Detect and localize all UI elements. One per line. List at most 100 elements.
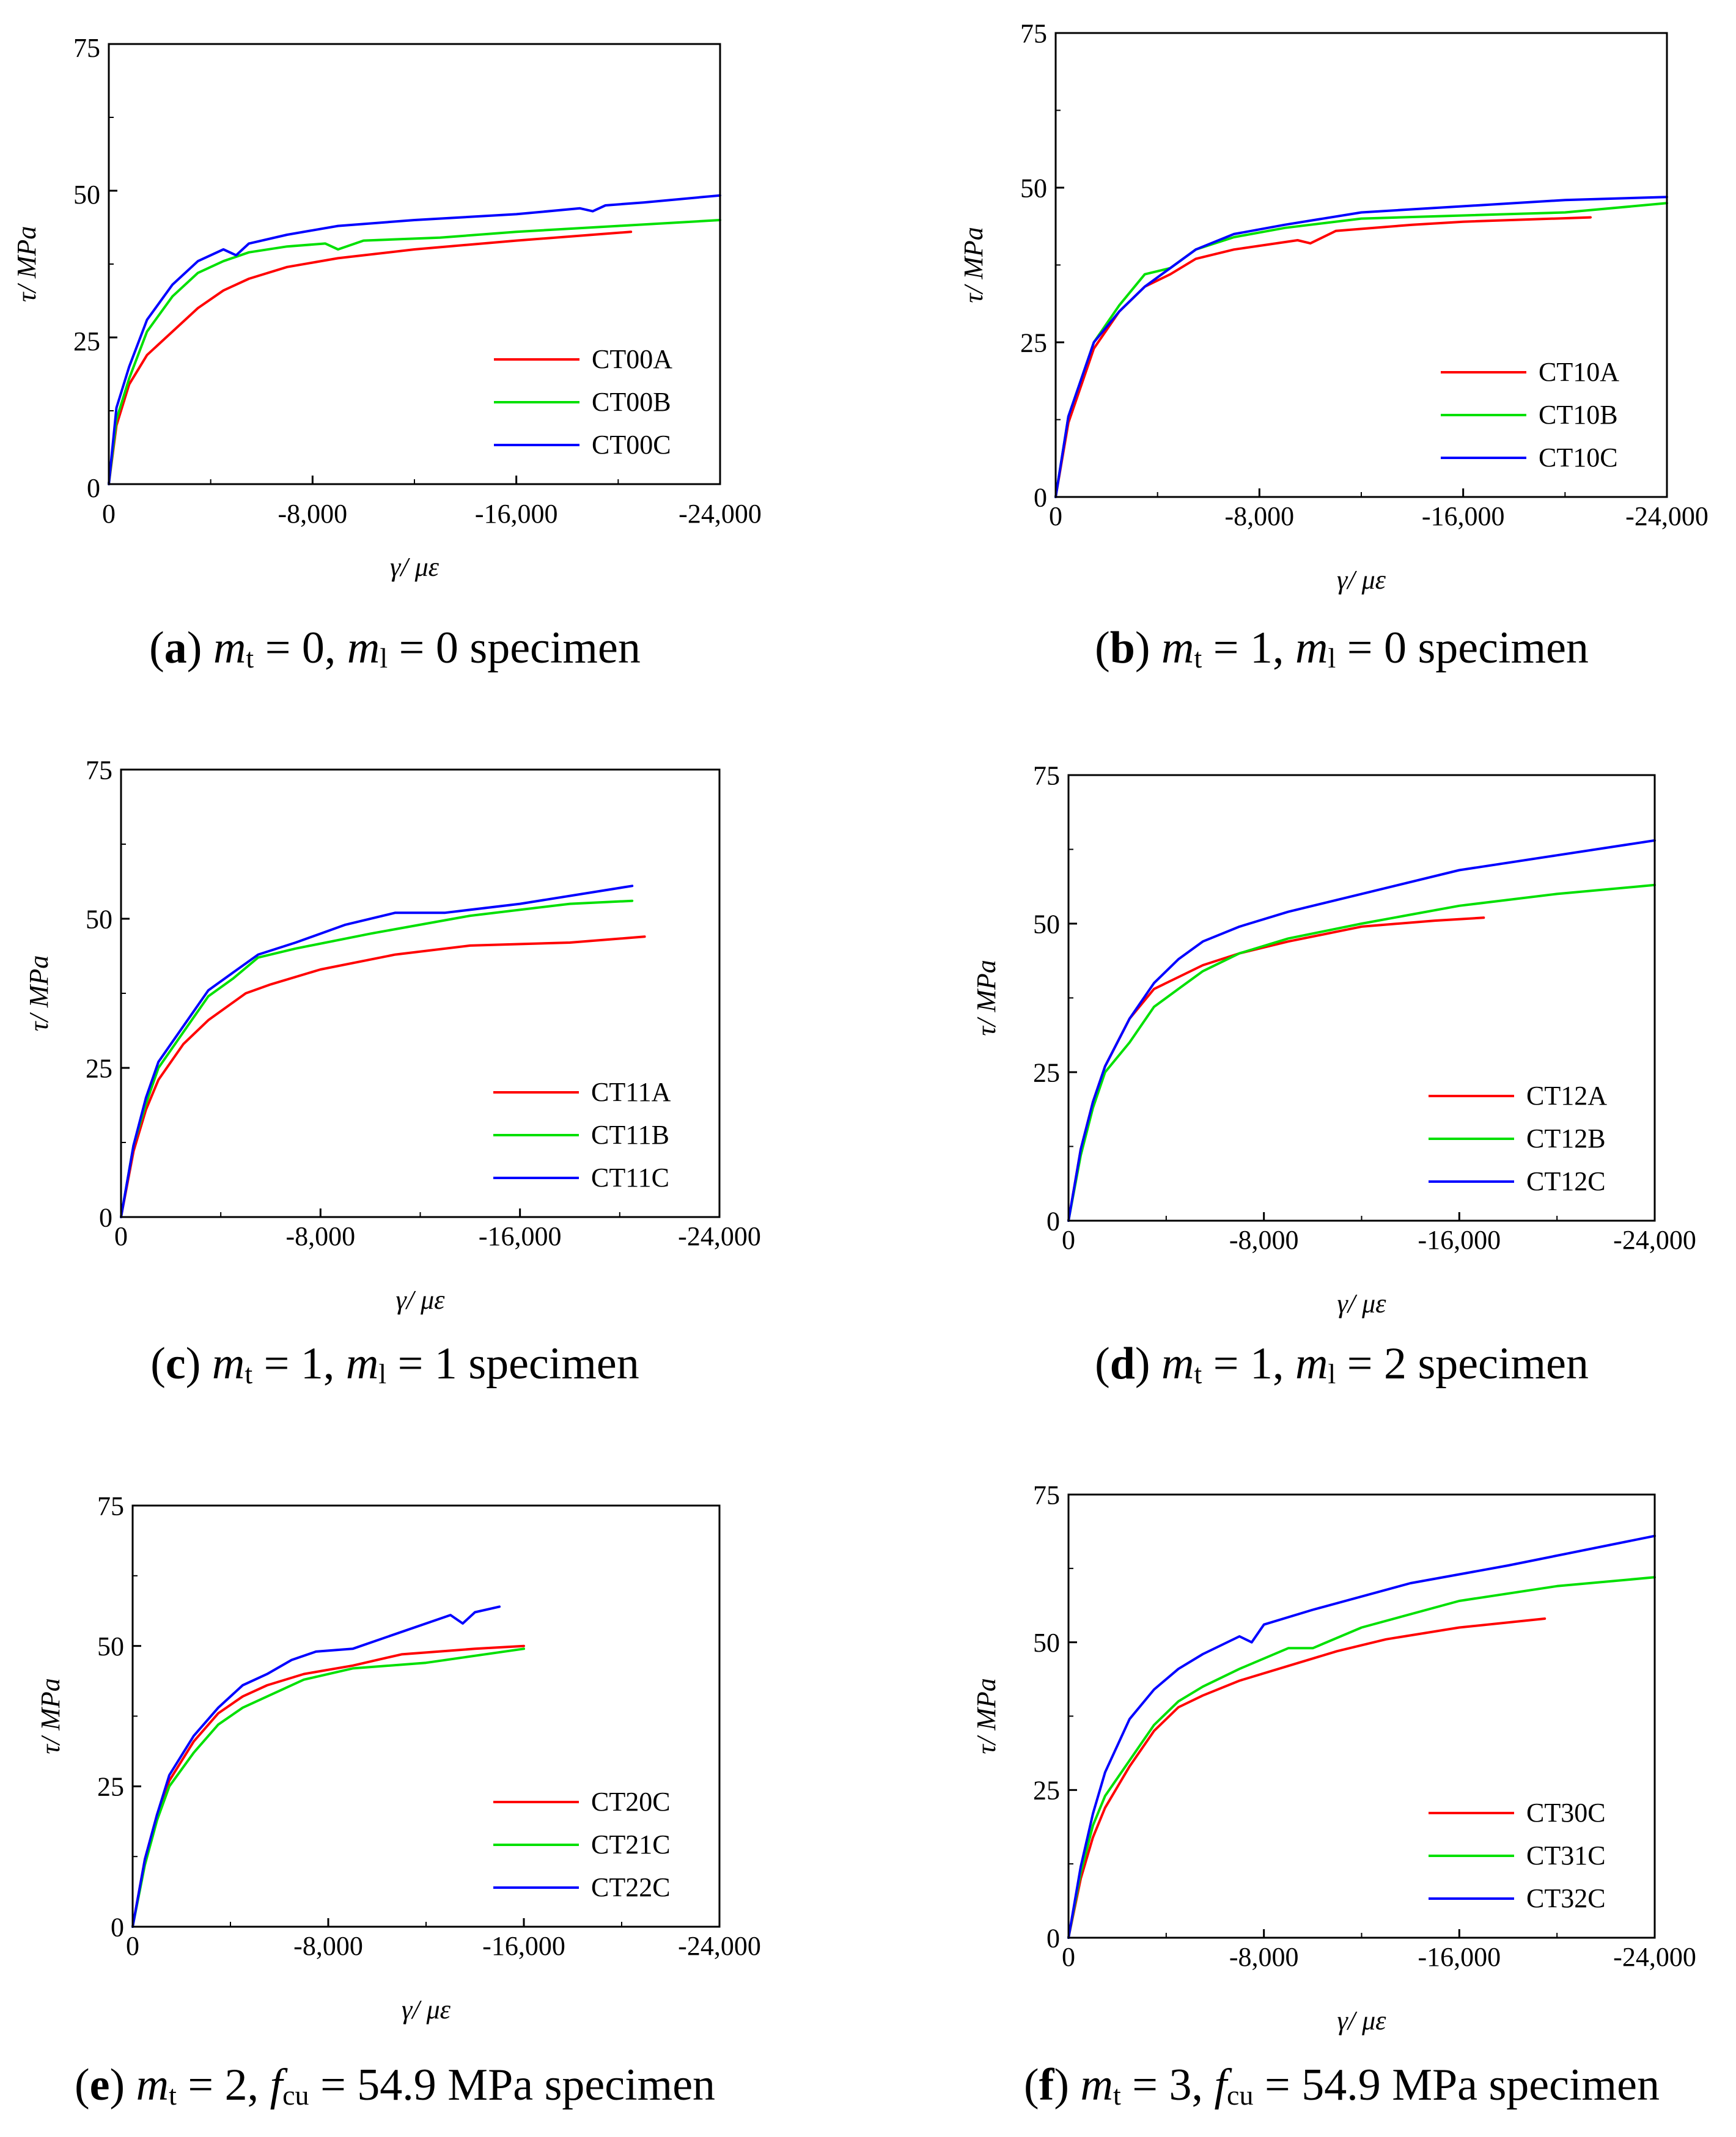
legend-label-CT12A: CT12A: [1526, 1081, 1607, 1111]
y-tick-label: 75: [1033, 1480, 1060, 1510]
x-tick-label: -24,000: [678, 1931, 761, 1961]
y-tick-label: 75: [73, 33, 100, 63]
x-tick-label: 0: [1062, 1225, 1075, 1255]
plot-frame: [1067, 1493, 1656, 1939]
x-axis-label: γ/ με: [1337, 2006, 1387, 2036]
series-line-CT11C: [120, 885, 634, 1218]
legend-label-CT22C: CT22C: [591, 1872, 671, 1902]
panel-b: 0 -8,000 -16,000 -24,000 0 25 50 75 γ/ με τ/ MPa C…: [958, 18, 1708, 674]
y-tick-label: 75: [97, 1491, 124, 1521]
panel-caption: (a) mt = 0, ml = 0 specimen: [149, 623, 641, 674]
x-tick-label: -8,000: [1225, 501, 1295, 531]
x-tick-label: -24,000: [1613, 1942, 1696, 1972]
panel-caption: (e) mt = 2, fcu = 54.9 MPa specimen: [75, 2060, 715, 2111]
panel-f: 0 -8,000 -16,000 -24,000 0 25 50 75 γ/ με τ/ MPa C…: [971, 1480, 1696, 2111]
legend-label-CT12C: CT12C: [1526, 1166, 1606, 1196]
legend-label-CT10C: CT10C: [1539, 443, 1618, 473]
y-tick-label: 0: [111, 1912, 124, 1942]
y-tick-label: 25: [97, 1772, 124, 1802]
legend-label-CT10B: CT10B: [1539, 400, 1618, 430]
y-tick-label: 75: [1020, 18, 1047, 48]
x-tick-label: -16,000: [482, 1931, 565, 1961]
x-tick-label: -8,000: [1229, 1942, 1299, 1972]
x-tick-label: -16,000: [479, 1221, 562, 1251]
series-line-CT32C: [1067, 1534, 1656, 1939]
y-tick-label: 0: [99, 1202, 112, 1232]
x-axis-label: γ/ με: [402, 1995, 451, 2025]
x-tick-label: -8,000: [286, 1221, 356, 1251]
legend-label-CT30C: CT30C: [1526, 1798, 1606, 1828]
x-axis-label: γ/ με: [1337, 565, 1386, 595]
plot-frame: [108, 43, 721, 485]
y-tick-label: 50: [86, 904, 112, 934]
panel-caption: (f) mt = 3, fcu = 54.9 MPa specimen: [1024, 2060, 1660, 2111]
y-tick-label: 25: [1033, 1776, 1060, 1806]
panel-d: 0 -8,000 -16,000 -24,000 0 25 50 75 γ/ με τ/ MPa C…: [971, 760, 1696, 1389]
series-line-CT00A: [108, 230, 633, 485]
x-axis-label: γ/ με: [1337, 1289, 1387, 1319]
y-tick-label: 50: [1033, 1628, 1060, 1658]
panel-caption: (b) mt = 1, ml = 0 specimen: [1095, 623, 1589, 674]
y-axis-label: τ/ MPa: [971, 1678, 1001, 1754]
x-tick-label: -8,000: [1229, 1225, 1299, 1255]
y-axis-label: τ/ MPa: [35, 1678, 65, 1754]
legend-label-CT11A: CT11A: [591, 1077, 671, 1107]
y-tick-label: 50: [97, 1631, 124, 1661]
x-tick-label: 0: [1062, 1942, 1075, 1972]
series-line-CT31C: [1067, 1576, 1656, 1939]
legend-label-CT20C: CT20C: [591, 1787, 671, 1817]
series-line-CT30C: [1067, 1617, 1547, 1939]
y-tick-label: 25: [1033, 1057, 1060, 1087]
y-tick-label: 0: [1046, 1206, 1060, 1236]
x-axis-label: γ/ με: [390, 552, 440, 582]
y-axis-label: τ/ MPa: [971, 960, 1001, 1036]
series-line-CT21C: [131, 1647, 525, 1928]
plot-frame: [1067, 774, 1656, 1222]
x-tick-label: 0: [1049, 501, 1062, 531]
series-line-CT12A: [1067, 916, 1485, 1222]
y-axis-label: τ/ MPa: [12, 226, 42, 303]
legend-label-CT10A: CT10A: [1539, 357, 1619, 387]
x-tick-label: -24,000: [678, 1221, 761, 1251]
x-axis-label: γ/ με: [396, 1285, 446, 1315]
series-line-CT11A: [120, 935, 646, 1218]
y-tick-label: 50: [1033, 909, 1060, 939]
x-tick-label: -8,000: [278, 499, 348, 529]
series-line-CT11B: [120, 899, 634, 1218]
panel-caption: (d) mt = 1, ml = 2 specimen: [1095, 1339, 1589, 1389]
legend-label-CT00C: CT00C: [592, 430, 671, 460]
legend-label-CT12B: CT12B: [1526, 1124, 1606, 1153]
series-line-CT10A: [1054, 216, 1592, 498]
x-tick-label: -16,000: [1418, 1942, 1501, 1972]
legend-label-CT21C: CT21C: [591, 1830, 671, 1859]
y-axis-label: τ/ MPa: [958, 227, 988, 303]
y-tick-label: 25: [1020, 328, 1047, 358]
x-tick-label: -16,000: [1418, 1225, 1501, 1255]
panel-caption: (c) mt = 1, ml = 1 specimen: [150, 1339, 639, 1389]
y-tick-label: 75: [1033, 760, 1060, 790]
series-line-CT00B: [108, 219, 721, 485]
series-line-CT20C: [131, 1644, 525, 1928]
x-tick-label: -16,000: [475, 499, 558, 529]
series-line-CT10C: [1054, 196, 1668, 498]
x-tick-label: -8,000: [293, 1931, 363, 1961]
y-tick-label: 0: [87, 473, 100, 503]
y-tick-label: 0: [1046, 1923, 1060, 1953]
x-tick-label: -24,000: [1613, 1225, 1696, 1255]
x-tick-label: 0: [114, 1221, 128, 1251]
legend-label-CT00B: CT00B: [592, 387, 671, 417]
legend-label-CT31C: CT31C: [1526, 1841, 1606, 1870]
y-tick-label: 25: [86, 1053, 112, 1083]
y-tick-label: 50: [73, 180, 100, 210]
series-line-CT12C: [1067, 839, 1656, 1222]
x-tick-label: 0: [126, 1931, 139, 1961]
y-axis-label: τ/ MPa: [24, 955, 54, 1032]
x-tick-label: -24,000: [679, 499, 762, 529]
legend-label-CT11B: CT11B: [591, 1120, 669, 1150]
series-line-CT00C: [108, 194, 721, 485]
panel-c: 0 -8,000 -16,000 -24,000 0 25 50 75 γ/ με τ/ MPa C…: [24, 755, 761, 1389]
series-line-CT12B: [1067, 883, 1656, 1222]
legend-label-CT11C: CT11C: [591, 1163, 669, 1193]
x-tick-label: -16,000: [1422, 501, 1505, 531]
